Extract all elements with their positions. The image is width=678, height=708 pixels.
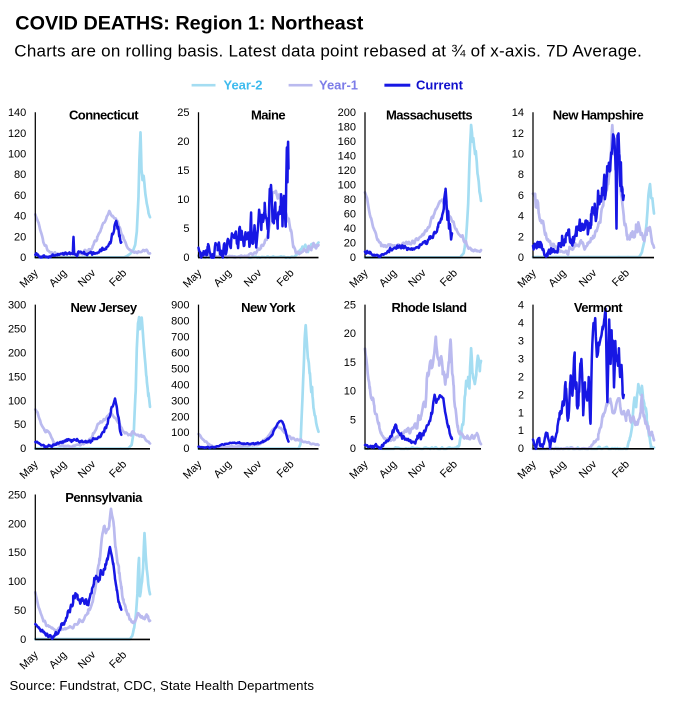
svg-text:0: 0: [350, 252, 356, 264]
svg-text:60: 60: [344, 209, 356, 221]
svg-text:500: 500: [171, 363, 189, 375]
svg-text:0: 0: [518, 443, 524, 455]
svg-text:200: 200: [8, 347, 26, 359]
svg-text:New Hampshire: New Hampshire: [553, 108, 644, 123]
svg-text:20: 20: [177, 136, 189, 148]
svg-text:5: 5: [183, 223, 189, 235]
svg-text:0: 0: [20, 443, 26, 455]
svg-text:25: 25: [177, 107, 189, 119]
svg-text:100: 100: [8, 395, 26, 407]
svg-text:Vermont: Vermont: [574, 300, 623, 315]
svg-text:40: 40: [344, 223, 356, 235]
svg-text:2: 2: [518, 371, 524, 383]
svg-text:60: 60: [14, 190, 26, 202]
svg-text:New York: New York: [241, 300, 296, 315]
svg-text:20: 20: [344, 328, 356, 340]
svg-text:0: 0: [20, 634, 26, 646]
svg-text:2: 2: [518, 389, 524, 401]
svg-text:0: 0: [518, 252, 524, 264]
svg-text:250: 250: [8, 489, 26, 501]
svg-text:300: 300: [171, 395, 189, 407]
svg-text:2: 2: [518, 231, 524, 243]
svg-text:10: 10: [177, 194, 189, 206]
svg-text:10: 10: [512, 149, 524, 161]
svg-text:40: 40: [14, 211, 26, 223]
svg-text:100: 100: [338, 180, 356, 192]
svg-text:80: 80: [344, 194, 356, 206]
svg-text:Maine: Maine: [251, 108, 285, 123]
svg-text:12: 12: [512, 128, 524, 140]
svg-text:100: 100: [171, 427, 189, 439]
svg-text:COVID DEATHS: Region 1: Northe: COVID DEATHS: Region 1: Northeast: [15, 12, 363, 34]
svg-text:15: 15: [344, 357, 356, 369]
svg-text:0: 0: [183, 252, 189, 264]
svg-text:200: 200: [8, 518, 26, 530]
svg-text:25: 25: [344, 300, 356, 312]
svg-text:80: 80: [14, 169, 26, 181]
svg-text:200: 200: [171, 411, 189, 423]
svg-text:4: 4: [518, 318, 524, 330]
svg-text:4: 4: [518, 211, 524, 223]
svg-text:1: 1: [518, 407, 524, 419]
svg-text:Connecticut: Connecticut: [69, 108, 139, 123]
svg-text:Year-1: Year-1: [319, 77, 358, 92]
svg-text:150: 150: [8, 547, 26, 559]
svg-text:700: 700: [171, 331, 189, 343]
svg-text:1: 1: [518, 425, 524, 437]
svg-text:3: 3: [518, 335, 524, 347]
svg-text:900: 900: [171, 300, 189, 312]
svg-text:100: 100: [8, 149, 26, 161]
svg-text:800: 800: [171, 316, 189, 328]
svg-text:Source: Fundstrat, CDC, State: Source: Fundstrat, CDC, State Health Dep…: [10, 678, 315, 693]
svg-text:10: 10: [344, 386, 356, 398]
svg-text:180: 180: [338, 122, 356, 134]
svg-text:Massachusetts: Massachusetts: [386, 108, 472, 123]
svg-text:100: 100: [8, 576, 26, 588]
svg-text:250: 250: [8, 323, 26, 335]
svg-text:6: 6: [518, 190, 524, 202]
svg-text:20: 20: [344, 238, 356, 250]
svg-text:8: 8: [518, 169, 524, 181]
svg-text:0: 0: [183, 443, 189, 455]
svg-text:600: 600: [171, 347, 189, 359]
svg-text:0: 0: [20, 252, 26, 264]
svg-text:140: 140: [338, 151, 356, 163]
svg-text:20: 20: [14, 231, 26, 243]
svg-text:50: 50: [14, 419, 26, 431]
svg-text:150: 150: [8, 371, 26, 383]
svg-text:4: 4: [518, 300, 524, 312]
svg-text:3: 3: [518, 353, 524, 365]
svg-text:15: 15: [177, 165, 189, 177]
svg-text:50: 50: [14, 605, 26, 617]
svg-text:Rhode Island: Rhode Island: [391, 300, 467, 315]
svg-text:Year-2: Year-2: [224, 77, 263, 92]
svg-text:400: 400: [171, 379, 189, 391]
svg-text:0: 0: [350, 443, 356, 455]
svg-text:New Jersey: New Jersey: [70, 300, 137, 315]
svg-text:140: 140: [8, 107, 26, 119]
svg-text:14: 14: [512, 107, 524, 119]
svg-text:Current: Current: [416, 77, 464, 92]
svg-text:160: 160: [338, 136, 356, 148]
svg-text:300: 300: [8, 300, 26, 312]
svg-text:5: 5: [350, 415, 356, 427]
svg-text:Pennsylvania: Pennsylvania: [65, 490, 143, 505]
svg-text:200: 200: [338, 107, 356, 119]
svg-text:120: 120: [338, 165, 356, 177]
svg-text:120: 120: [8, 128, 26, 140]
svg-text:Charts are on rolling basis. L: Charts are on rolling basis. Latest data…: [14, 41, 642, 60]
